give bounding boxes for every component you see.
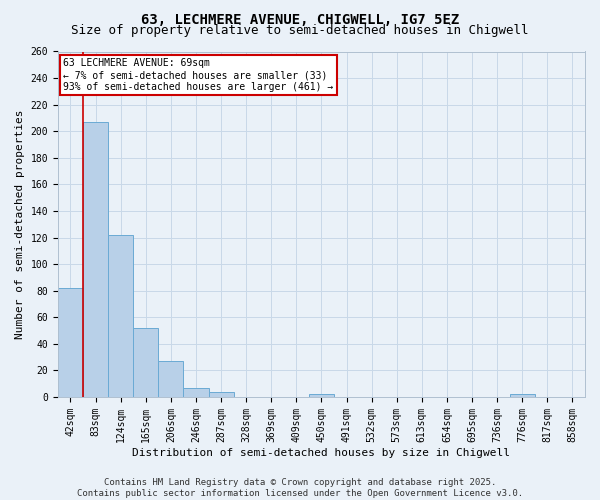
Bar: [133, 328, 158, 397]
Bar: [158, 361, 184, 397]
Y-axis label: Number of semi-detached properties: Number of semi-detached properties: [15, 110, 25, 339]
Bar: [510, 394, 535, 397]
Bar: [209, 392, 233, 397]
Text: 63, LECHMERE AVENUE, CHIGWELL, IG7 5EZ: 63, LECHMERE AVENUE, CHIGWELL, IG7 5EZ: [141, 12, 459, 26]
Text: Contains HM Land Registry data © Crown copyright and database right 2025.
Contai: Contains HM Land Registry data © Crown c…: [77, 478, 523, 498]
Bar: [309, 394, 334, 397]
Bar: [108, 235, 133, 397]
Text: 63 LECHMERE AVENUE: 69sqm
← 7% of semi-detached houses are smaller (33)
93% of s: 63 LECHMERE AVENUE: 69sqm ← 7% of semi-d…: [63, 58, 334, 92]
Bar: [184, 388, 209, 397]
Bar: [58, 288, 83, 397]
Bar: [83, 122, 108, 397]
Text: Size of property relative to semi-detached houses in Chigwell: Size of property relative to semi-detach…: [71, 24, 529, 37]
X-axis label: Distribution of semi-detached houses by size in Chigwell: Distribution of semi-detached houses by …: [133, 448, 511, 458]
